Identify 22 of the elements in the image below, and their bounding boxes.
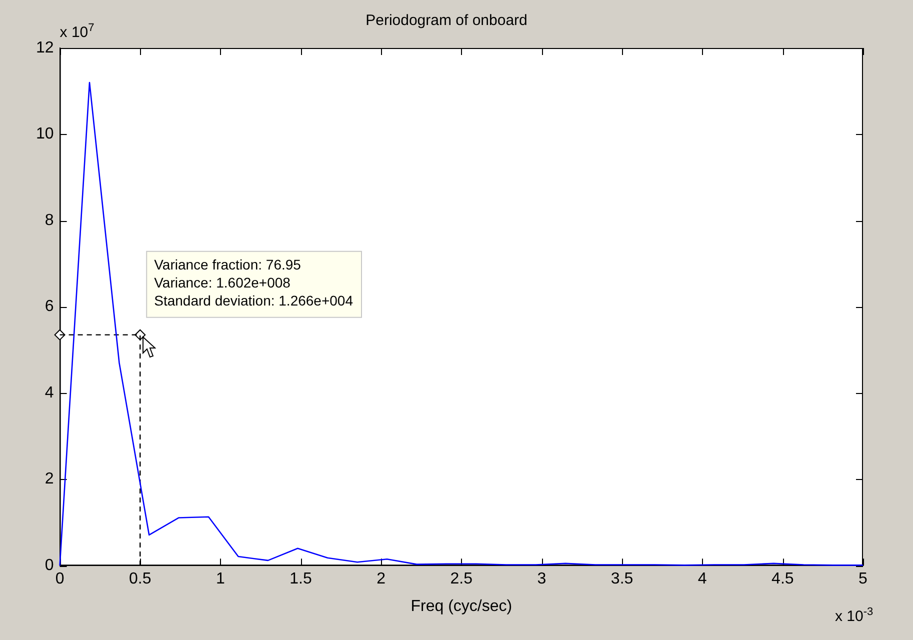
x-tick-label: 5	[858, 570, 868, 588]
annotation: Variance fraction: 76.95 Variance: 1.602e+008 Standard deviation: 1.266e+004	[154, 256, 354, 309]
x-tick-label: 4	[698, 570, 707, 588]
y-tick-label: 12	[36, 39, 54, 56]
text: x 10$^{-3}$	[835, 606, 874, 625]
x-tick-label: 2	[376, 570, 386, 588]
y-tick-label: 8	[44, 212, 54, 229]
y-tick-label: 0	[44, 557, 54, 574]
x-tick-label: 3	[537, 570, 546, 588]
y-tick-label: 4	[44, 384, 54, 402]
x-tick-label: 1	[216, 570, 225, 588]
y-tick-label: 10	[36, 126, 54, 143]
x-axis-title: Freq (cyc/sec)	[410, 598, 512, 615]
y-tick-label: 6	[44, 298, 54, 316]
x-tick-label: 1.5	[290, 570, 312, 588]
y-tick-label: 2	[44, 470, 54, 488]
x-tick-label: 2.5	[450, 570, 473, 588]
x-tick-label: 3.5	[610, 570, 634, 588]
x-tick-label: 0.5	[128, 570, 152, 588]
chart-title: Periodogram of onboard	[366, 12, 528, 30]
x-tick-label: 4.5	[772, 570, 794, 588]
text: x 10$^{7}$	[60, 22, 94, 41]
